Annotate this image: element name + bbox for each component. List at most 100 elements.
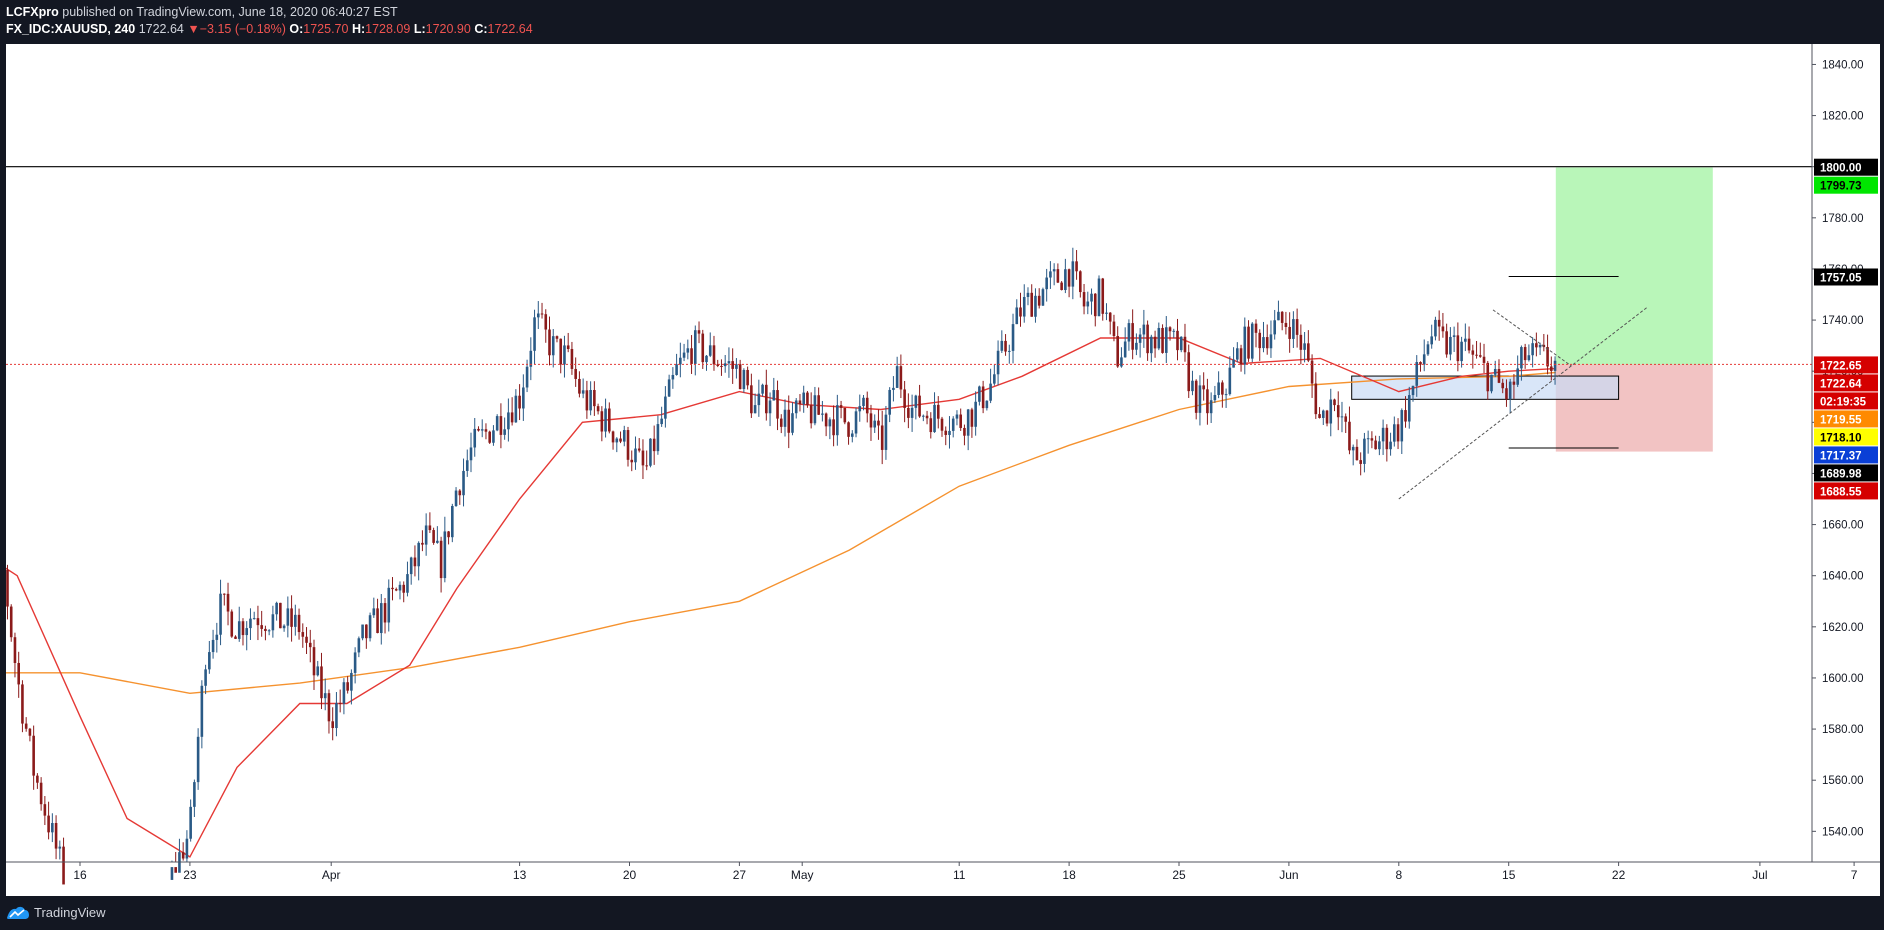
candle-body [1366, 438, 1370, 440]
footer-bar: TradingView [0, 896, 1884, 930]
candle-body [1393, 424, 1396, 442]
price-chart[interactable]: 1540.00 1560.00 1580.00 1600.00 1620.00 1640.… [0, 44, 1884, 896]
y-tick-label: 1840.00 [1822, 59, 1864, 71]
candle-body [222, 593, 226, 595]
candle-body [503, 429, 506, 435]
candle-body [249, 618, 252, 629]
candle-body [495, 416, 499, 431]
candle-body [940, 418, 944, 431]
range-box[interactable] [1351, 375, 1620, 400]
drawings[interactable] [6, 166, 1812, 500]
x-tick-label: 18 [1062, 868, 1076, 882]
candle-body [417, 542, 420, 567]
candle-body [1157, 327, 1161, 349]
candle-body [1434, 319, 1437, 337]
candle-body [970, 409, 974, 427]
candle-body [634, 448, 637, 463]
candle-body [1123, 341, 1127, 358]
candle-body [536, 313, 540, 318]
candle-body [660, 418, 663, 425]
candle-body [54, 822, 58, 849]
candle-body [211, 639, 215, 653]
candle-body [1508, 381, 1512, 400]
candle-body [402, 584, 406, 593]
symbol-name[interactable]: FX_IDC:XAUUSD, 240 [6, 22, 136, 36]
candle-body [981, 386, 985, 409]
candle-body [522, 387, 525, 409]
candle-body [1527, 355, 1531, 361]
candle-body [824, 413, 828, 427]
candle-body [1449, 336, 1452, 355]
footer-brand[interactable]: TradingView [34, 905, 106, 920]
x-tick-label: 20 [623, 868, 637, 882]
candle-body [776, 390, 779, 419]
x-tick-label: 15 [1502, 868, 1516, 882]
candle-body [436, 540, 439, 543]
candle-body [645, 465, 648, 467]
candle-body [39, 782, 43, 805]
last-price: 1722.64 [138, 22, 184, 36]
candle-body [342, 682, 346, 704]
candle-body [185, 838, 189, 859]
tradingview-logo-icon[interactable] [6, 905, 30, 921]
candle-body [1374, 440, 1377, 450]
position-zones[interactable] [1555, 167, 1713, 452]
candle-body [1329, 399, 1333, 424]
candle-body [809, 405, 813, 424]
y-tick-label: 1620.00 [1822, 622, 1864, 634]
candle-body [1172, 330, 1176, 332]
candle-body [854, 411, 858, 434]
candle-body [978, 386, 981, 402]
candle-body [1396, 424, 1400, 442]
candle-body [1389, 441, 1392, 450]
y-tick-label: 1640.00 [1822, 571, 1864, 583]
candle-body [892, 387, 895, 390]
candle-body [6, 570, 9, 607]
price-label-bg [1814, 464, 1878, 482]
candle-body [424, 525, 428, 545]
candle-body [62, 846, 65, 885]
price-label: 1718.10 [1820, 432, 1862, 444]
candle-body [1310, 360, 1314, 384]
range-box-rect [1351, 375, 1620, 400]
candle-body [1422, 354, 1426, 365]
open-label: O: [289, 22, 304, 36]
candle-body [1553, 360, 1557, 371]
candle-body [275, 602, 278, 615]
candle-body [1415, 362, 1419, 386]
candle-body [828, 419, 832, 427]
candle-body [1011, 324, 1015, 351]
publisher-name[interactable]: LCFXpro [6, 5, 59, 19]
candle-body [36, 775, 39, 783]
candle-body [701, 333, 705, 363]
candle-body [779, 418, 783, 427]
candle-body [1101, 278, 1105, 314]
candle-body [282, 625, 286, 629]
candle-body [308, 642, 312, 648]
candle-body [320, 666, 323, 699]
candle-body [1093, 293, 1097, 317]
candle-body [1206, 389, 1209, 414]
high-value: 1728.09 [365, 22, 411, 36]
candle-body [1273, 320, 1276, 335]
price-label: 1717.37 [1820, 450, 1862, 462]
candle-body [1258, 332, 1262, 349]
candle-body [615, 438, 619, 443]
candle-body [765, 384, 768, 414]
candle-body [1097, 278, 1101, 317]
candle-body [1194, 380, 1198, 413]
candle-body [518, 395, 521, 409]
candle-body [480, 429, 484, 431]
y-tick-label: 1740.00 [1822, 315, 1864, 327]
candle-body [492, 430, 495, 443]
candle-body [993, 374, 996, 384]
candle-body [1086, 301, 1090, 307]
candle-body [555, 336, 559, 339]
candle-body [873, 420, 877, 428]
candle-body [1191, 380, 1194, 392]
candle-body [477, 428, 480, 431]
price-label-bg [1814, 428, 1878, 446]
candle-body [821, 413, 824, 415]
change-down-icon: ▼ [187, 22, 200, 36]
candle-body [428, 525, 432, 531]
